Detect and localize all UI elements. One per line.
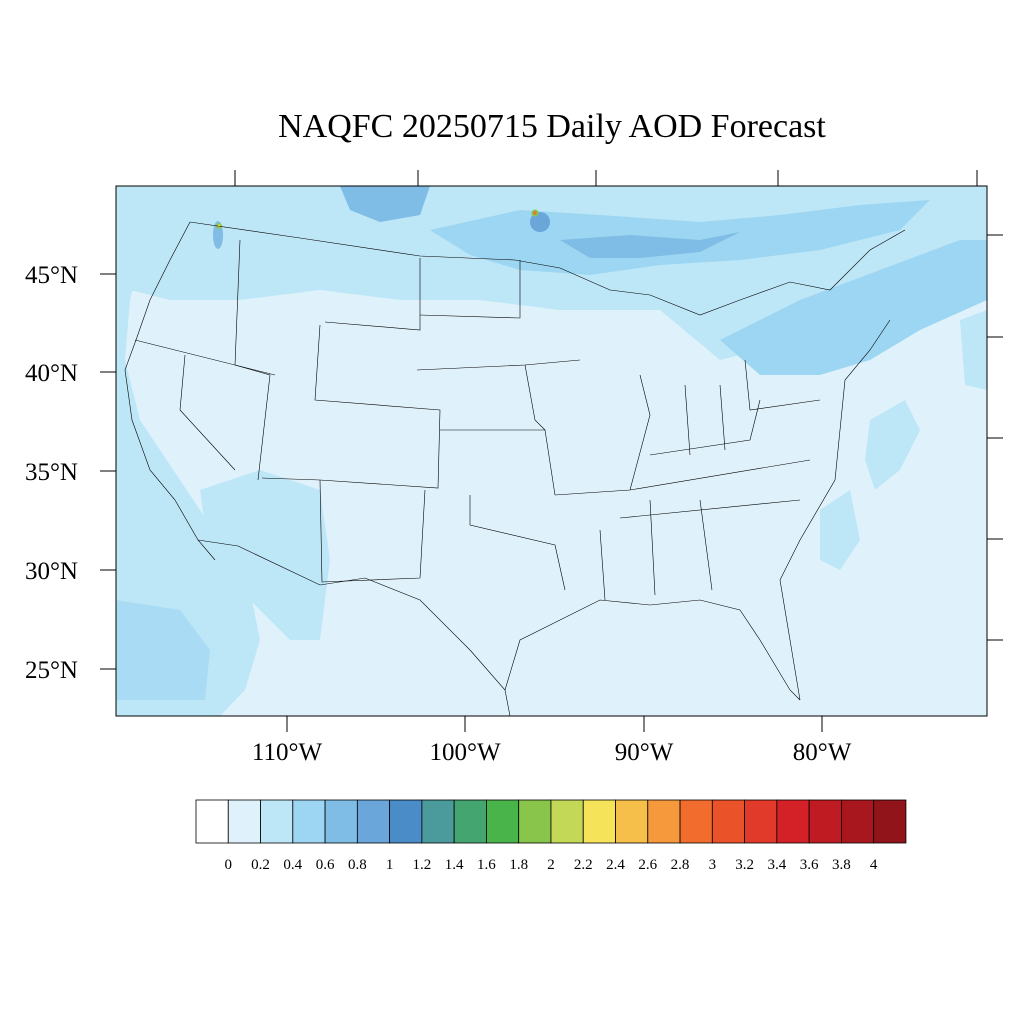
colorbar-label: 3.2 <box>735 857 754 873</box>
colorbar-label: 0.8 <box>348 857 367 873</box>
aod-region-northeast <box>720 240 987 375</box>
colorbar-swatch <box>292 799 326 844</box>
colorbar-swatch <box>808 799 842 844</box>
colorbar-swatch <box>841 799 875 844</box>
lon-label: 90°W <box>615 739 674 766</box>
colorbar-labels: 0 0.2 0.4 0.6 0.8 1 1.2 1.4 1.6 1.8 2 2.2 2.4 2.6 2.8 3… <box>225 857 878 873</box>
colorbar-swatch <box>421 799 455 844</box>
map-title: NAQFC 20250715 Daily AOD Forecast <box>278 108 826 145</box>
colorbar-swatch <box>356 799 391 844</box>
colorbar-swatch <box>776 799 810 844</box>
colorbar-swatch <box>453 799 487 844</box>
colorbar-swatch <box>582 799 616 844</box>
colorbar-label: 1 <box>386 857 394 873</box>
colorbar-label: 4 <box>870 857 878 873</box>
colorbar-label: 3.6 <box>800 857 819 873</box>
colorbar-swatch <box>647 799 681 844</box>
lat-label: 30°N <box>25 558 78 585</box>
lon-label: 80°W <box>793 739 852 766</box>
colorbar-swatch <box>679 799 713 844</box>
colorbar-label: 2.4 <box>606 857 625 873</box>
aod-region-smoke-north <box>340 186 430 222</box>
lat-label: 45°N <box>25 262 78 289</box>
aod-region-canada-plume <box>430 200 930 275</box>
colorbar-swatch <box>227 799 261 844</box>
map-ticks <box>100 170 1003 732</box>
colorbar-swatch <box>744 799 778 844</box>
latitude-labels: 45°N 40°N 35°N 30°N 25°N <box>25 262 78 684</box>
colorbar-swatch <box>615 799 649 844</box>
colorbar-swatch <box>324 799 358 844</box>
colorbar-label: 2 <box>547 857 555 873</box>
colorbar-label: 1.2 <box>413 857 432 873</box>
colorbar-label: 3.4 <box>767 857 786 873</box>
colorbar-swatch <box>389 799 423 844</box>
aod-region-atlantic-2 <box>820 490 860 570</box>
colorbar-label: 1.4 <box>445 857 464 873</box>
map-frame <box>115 185 988 717</box>
colorbar-label: 1.8 <box>509 857 528 873</box>
aod-region-baja <box>116 600 210 700</box>
aod-region-atlantic-3 <box>960 310 987 390</box>
colorbar-swatch <box>486 799 520 844</box>
aod-region-southwest <box>200 470 330 640</box>
boundaries <box>124 221 906 716</box>
colorbar-label: 2.8 <box>671 857 690 873</box>
colorbar <box>195 799 907 844</box>
colorbar-swatch <box>711 799 745 844</box>
colorbar-swatch <box>518 799 552 844</box>
aod-region-atlantic-1 <box>865 400 920 490</box>
lat-label: 40°N <box>25 360 78 387</box>
colorbar-label: 1.6 <box>477 857 496 873</box>
colorbar-label: 0.4 <box>283 857 302 873</box>
aod-region-pacific <box>116 196 260 716</box>
lat-label: 25°N <box>25 657 78 684</box>
colorbar-label: 0.6 <box>316 857 335 873</box>
colorbar-swatch <box>260 799 294 844</box>
colorbar-label: 3 <box>709 857 717 873</box>
longitude-labels: 110°W 100°W 90°W 80°W <box>252 739 852 766</box>
lon-label: 110°W <box>252 739 323 766</box>
colorbar-swatch <box>195 799 229 844</box>
aod-region-smoke-core <box>560 232 740 258</box>
colorbar-label: 0 <box>225 857 233 873</box>
lat-label: 35°N <box>25 459 78 486</box>
colorbar-label: 2.2 <box>574 857 593 873</box>
colorbar-label: 3.8 <box>832 857 851 873</box>
aod-fill-layer <box>116 186 987 716</box>
colorbar-swatch <box>873 799 907 844</box>
colorbar-label: 2.6 <box>638 857 657 873</box>
colorbar-label: 0.2 <box>251 857 270 873</box>
lon-label: 100°W <box>429 739 500 766</box>
colorbar-swatch <box>550 799 584 844</box>
